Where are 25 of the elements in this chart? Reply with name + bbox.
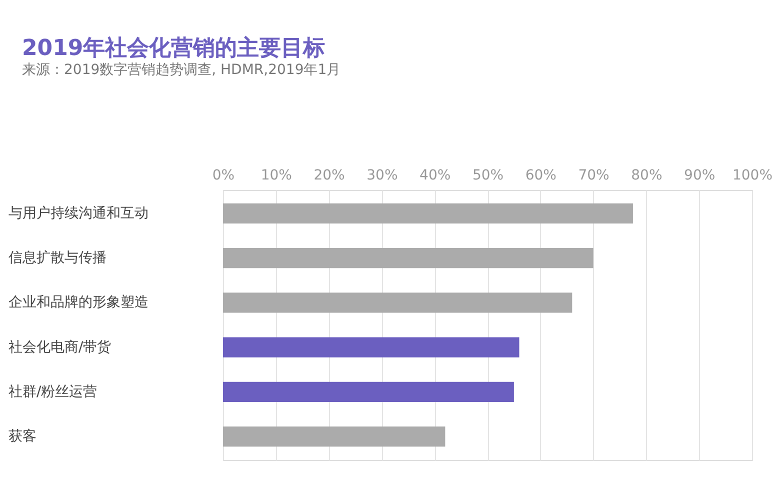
x-tick-label: 100% [732,168,773,184]
bar [223,203,633,224]
y-tick-label: 与用户持续沟通和互动 [8,205,148,222]
y-tick-label: 信息扩散与传播 [8,250,106,266]
x-tick-label: 60% [525,168,556,184]
x-tick-label: 50% [472,168,504,184]
y-tick-label: 社会化电商/带货 [8,339,112,356]
x-tick-label: 70% [578,168,610,184]
x-tick-label: 0% [212,168,235,184]
bar [223,337,520,358]
bar [223,292,572,313]
y-tick-label: 获客 [8,428,36,445]
chart-title: 2019年社会化营销的主要目标 [22,35,326,61]
source-note: 来源：2019数字营销趋势调查, HDMR,2019年1月 [22,62,341,78]
bar [223,382,514,402]
bar [223,248,594,268]
x-tick-label: 40% [420,168,451,184]
bar [223,426,446,447]
x-tick-label: 80% [631,168,662,184]
x-tick-label: 10% [260,168,292,184]
x-tick-label: 30% [366,168,398,184]
y-tick-label: 社群/粉丝运营 [8,384,98,400]
x-tick-label: 20% [314,168,345,184]
y-tick-label: 企业和品牌的形象塑造 [8,294,148,311]
x-tick-label: 90% [684,168,716,184]
